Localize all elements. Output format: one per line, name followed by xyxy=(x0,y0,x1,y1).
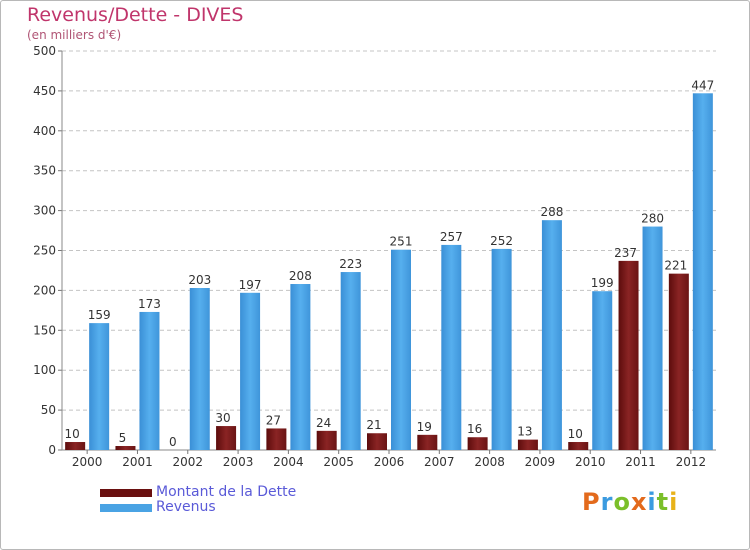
legend-label-debt: Montant de la Dette xyxy=(156,484,297,500)
bar-revenue-2003 xyxy=(240,292,261,450)
logo-letter: r xyxy=(600,488,614,516)
chart-title: Revenus/Dette - DIVES xyxy=(27,4,244,26)
chart-subtitle: (en milliers d'€) xyxy=(27,28,122,42)
value-label-revenue-2006: 251 xyxy=(390,235,413,249)
bar-revenue-2012 xyxy=(692,93,713,450)
bar-debt-2006 xyxy=(367,433,387,450)
value-label-revenue-2000: 159 xyxy=(88,308,111,322)
value-label-debt-2008: 16 xyxy=(467,422,482,436)
bar-revenue-2004 xyxy=(290,284,311,450)
bar-revenue-2011 xyxy=(642,226,663,450)
logo-letter: i xyxy=(647,488,657,516)
bar-revenue-2006 xyxy=(391,249,411,450)
proxiti-logo: Proxiti xyxy=(582,488,678,516)
grid-lines xyxy=(62,50,716,411)
x-tick-label: 2007 xyxy=(424,455,455,469)
value-label-debt-2003: 30 xyxy=(215,411,230,425)
bar-revenue-2010 xyxy=(592,291,613,450)
value-label-debt-2012: 221 xyxy=(664,259,687,273)
x-tick-label: 2011 xyxy=(625,455,656,469)
bar-debt-2003 xyxy=(216,426,237,450)
value-label-revenue-2001: 173 xyxy=(138,297,161,311)
value-label-revenue-2005: 223 xyxy=(339,257,362,271)
y-tick-label: 350 xyxy=(33,164,56,178)
x-tick-label: 2005 xyxy=(323,455,354,469)
value-label-debt-2002: 0 xyxy=(169,435,177,449)
y-tick-label: 150 xyxy=(33,323,56,337)
logo-letter: x xyxy=(630,488,648,516)
x-tick-label: 2002 xyxy=(172,455,203,469)
bar-revenue-2005 xyxy=(340,272,361,450)
value-label-debt-2007: 19 xyxy=(417,420,432,434)
bar-debt-2000 xyxy=(65,442,86,450)
y-tick-label: 400 xyxy=(33,124,56,138)
bar-revenue-2001 xyxy=(139,311,160,450)
value-label-revenue-2011: 280 xyxy=(641,212,664,226)
y-tick-label: 250 xyxy=(33,244,56,258)
x-tick-label: 2000 xyxy=(72,455,103,469)
logo-letter: i xyxy=(669,488,679,516)
value-label-debt-2000: 10 xyxy=(65,427,80,441)
x-tick-label: 2004 xyxy=(273,455,304,469)
value-label-debt-2010: 10 xyxy=(568,427,583,441)
value-label-debt-2005: 24 xyxy=(316,416,331,430)
value-label-revenue-2009: 288 xyxy=(540,205,563,219)
value-label-debt-2001: 5 xyxy=(119,431,127,445)
value-label-debt-2004: 27 xyxy=(266,413,281,427)
legend-swatch-revenue xyxy=(100,504,152,512)
y-tick-label: 50 xyxy=(41,403,56,417)
y-tick-label: 200 xyxy=(33,283,56,297)
bar-debt-2008 xyxy=(467,437,488,450)
y-tick-label: 300 xyxy=(33,204,56,218)
value-label-revenue-2007: 257 xyxy=(440,230,463,244)
value-labels: 10 159 5 173 0 203 30 197 27 208 24 223 21 251 19 257 16… xyxy=(65,78,715,449)
value-label-debt-2011: 237 xyxy=(614,246,637,260)
logo-letter: t xyxy=(656,488,670,516)
y-tick-label: 500 xyxy=(33,44,56,58)
x-tick-label: 2010 xyxy=(575,455,606,469)
y-tick-label: 450 xyxy=(33,84,56,98)
value-label-debt-2009: 13 xyxy=(517,425,532,439)
bar-revenue-2007 xyxy=(441,244,462,450)
bar-revenue-2000 xyxy=(89,323,110,450)
x-tick-label: 2001 xyxy=(122,455,153,469)
legend-swatch-debt xyxy=(100,489,152,497)
bars xyxy=(65,93,713,450)
value-label-revenue-2004: 208 xyxy=(289,269,312,283)
logo-letter: o xyxy=(613,488,631,516)
bar-revenue-2009 xyxy=(541,220,562,450)
logo-letter: P xyxy=(582,488,601,516)
bar-revenue-2002 xyxy=(189,288,210,450)
x-tick-label: 2012 xyxy=(676,455,707,469)
bar-debt-2001 xyxy=(115,446,136,450)
bar-debt-2007 xyxy=(417,434,438,450)
value-label-debt-2006: 21 xyxy=(366,418,381,432)
x-tick-label: 2006 xyxy=(374,455,405,469)
value-label-revenue-2008: 252 xyxy=(490,234,513,248)
x-tick-label: 2009 xyxy=(525,455,556,469)
value-label-revenue-2012: 447 xyxy=(691,78,714,92)
x-tick-label: 2008 xyxy=(474,455,505,469)
bar-debt-2005 xyxy=(316,430,337,450)
legend-label-revenue: Revenus xyxy=(156,499,216,515)
bar-revenue-2008 xyxy=(491,248,512,450)
x-tick-label: 2003 xyxy=(223,455,254,469)
value-label-revenue-2003: 197 xyxy=(239,278,262,292)
bar-debt-2009 xyxy=(517,439,538,450)
value-label-revenue-2002: 203 xyxy=(188,273,211,287)
y-tick-label: 0 xyxy=(48,443,56,457)
value-label-revenue-2010: 199 xyxy=(591,276,614,290)
y-tick-label: 100 xyxy=(33,363,56,377)
bar-debt-2010 xyxy=(568,442,589,450)
bar-debt-2004 xyxy=(266,428,287,450)
bar-debt-2011 xyxy=(618,260,639,450)
bar-debt-2012 xyxy=(668,273,689,450)
